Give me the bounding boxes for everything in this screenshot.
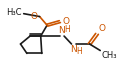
Text: O: O bbox=[30, 12, 37, 21]
Text: N: N bbox=[59, 26, 65, 35]
Text: CH₃: CH₃ bbox=[101, 51, 117, 60]
Text: O: O bbox=[62, 17, 69, 26]
Text: N: N bbox=[70, 45, 77, 54]
Text: O: O bbox=[98, 24, 105, 33]
Text: H₃C: H₃C bbox=[7, 8, 22, 17]
Text: H: H bbox=[76, 47, 82, 56]
Text: H: H bbox=[65, 25, 70, 34]
